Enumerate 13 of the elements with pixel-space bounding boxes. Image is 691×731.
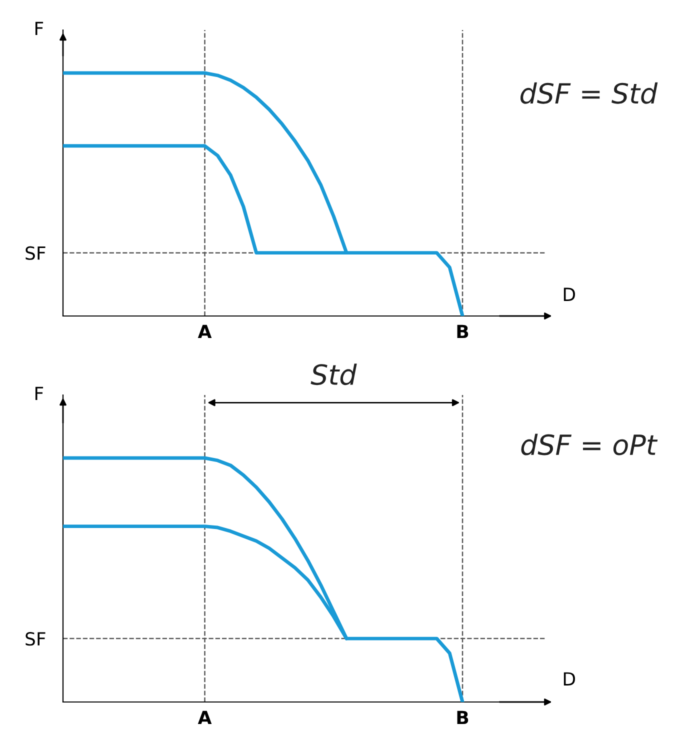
x-tick-label: A bbox=[198, 324, 212, 338]
x-tick-label: B bbox=[457, 710, 468, 724]
y-axis-title: F bbox=[35, 22, 44, 35]
x-tick-label: A bbox=[198, 710, 212, 724]
x-tick-label: B bbox=[457, 324, 468, 338]
y-axis-title: F bbox=[35, 386, 44, 400]
annotation: dSF = Std bbox=[520, 82, 658, 104]
x-axis-title: D bbox=[564, 672, 575, 686]
x-axis-title: D bbox=[564, 288, 575, 301]
ref-line-label: SF bbox=[26, 632, 46, 646]
ref-line-label: SF bbox=[26, 246, 46, 260]
text: Std bbox=[310, 364, 357, 386]
text: dSF = oPt bbox=[521, 434, 658, 456]
